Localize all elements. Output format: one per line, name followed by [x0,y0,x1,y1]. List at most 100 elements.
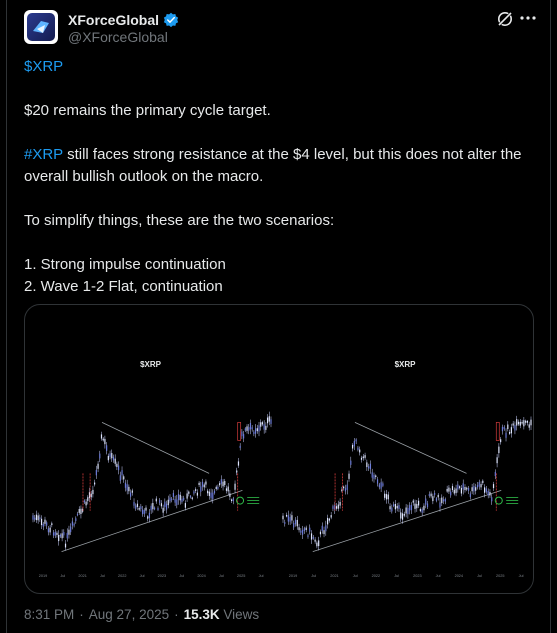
candle-body [327,517,329,525]
candle-body [357,447,359,450]
candle-body [503,426,505,430]
candle-body [145,507,147,511]
candle-body [97,463,99,469]
candle-body [403,514,405,516]
x-tick-label: 2021 [78,574,86,578]
display-name[interactable]: XForceGlobal [68,12,160,28]
candle-body [56,532,58,535]
candle-body [76,513,79,516]
candle-body [46,522,48,526]
line-text: overall bullish outlook on the macro. [24,168,264,185]
candle-body [231,499,233,501]
candle-body [310,533,313,540]
x-tick-label: Jul [436,574,441,578]
candle-body [220,479,222,484]
candle-body [421,509,423,513]
candle-body [159,499,161,504]
post-line [24,78,534,100]
candle-body [353,440,355,447]
candle-body [44,519,46,524]
candle-body [90,493,92,498]
candle-body [444,499,446,502]
candle-body [346,484,348,490]
post-frame [6,0,551,633]
post-meta: 8:31 PM · Aug 27, 2025 · 15.3K Views [24,607,259,622]
candle-body [171,498,173,501]
candle-body [500,439,502,443]
candle-body [174,499,176,503]
candle-body [147,516,149,519]
candle-body [243,434,245,439]
candle-body [102,438,104,441]
candle-body [85,501,87,506]
candle-body [164,501,166,508]
candle-body [32,515,34,520]
candle-body [298,527,300,531]
candle-body [177,494,180,501]
post-text: $XRP $20 remains the primary cycle targe… [24,56,534,298]
avatar[interactable] [24,10,58,44]
candle-body [325,525,327,532]
candle-body [517,421,520,425]
candle-body [200,486,202,492]
view-count[interactable]: 15.3K Views [184,607,260,622]
candle-body [460,487,463,494]
candle-body [210,492,212,498]
verified-badge-icon [163,12,179,28]
candle-body [236,470,238,473]
candle-body [270,419,272,424]
post-line [24,232,534,254]
candle-body [128,486,130,492]
candle-body [80,508,82,514]
post-line: overall bullish outlook on the macro. [24,166,534,188]
candle-body [107,455,109,461]
candle-body [360,457,363,460]
post-time[interactable]: 8:31 PM [24,607,75,622]
candle-body [39,517,41,520]
cashtag-link[interactable]: $XRP [24,58,64,75]
candle-body [75,518,77,521]
candle-body [83,500,85,503]
candle-body [186,493,188,499]
candle-body [212,492,214,500]
candle-body [104,438,106,445]
candle-body [455,488,457,494]
candle-body [309,527,311,532]
x-tick-label: Jul [353,574,358,578]
x-tick-label: Jul [100,574,105,578]
candle-body [435,498,438,501]
candle-body [466,487,468,490]
candle-body [141,509,144,515]
candle-body [237,461,240,466]
candle-body [196,492,198,496]
x-tick-label: Jul [60,574,65,578]
post-line: 2. Wave 1-2 Flat, continuation [24,276,534,298]
chart-panel-left: $XRP 2019 Jul 2021 Jul 2022 Jul 2023 Jul 2024 Jul… [32,360,272,578]
chart-image: $XRP 2019 Jul 2021 Jul 2022 Jul 2023 Jul 2024 Jul… [32,360,532,578]
candle-body [416,503,418,509]
candle-body [222,481,224,487]
candle-body [473,485,475,492]
candle-body [232,498,234,502]
candle-body [179,494,181,501]
more-options-icon[interactable] [518,9,538,27]
candle-body [100,434,103,439]
candle-body [300,530,302,533]
candle-body [355,439,357,442]
chart-title: $XRP [395,360,417,369]
candle-body [376,479,379,484]
post-date[interactable]: Aug 27, 2025 [88,607,170,622]
x-tick-label: 2022 [372,574,380,578]
candle-body [462,483,464,490]
candle-body [321,525,323,532]
post-image[interactable]: $XRP 2019 Jul 2021 Jul 2022 Jul 2023 Jul 2024 Jul… [24,304,534,594]
candle-body [375,475,377,478]
candle-body [244,428,246,431]
candle-body [68,529,70,535]
grok-icon[interactable] [496,10,514,28]
candle-body [396,505,398,509]
candle-body [318,540,320,547]
hashtag-link[interactable]: #XRP [24,146,63,163]
handle[interactable]: @XForceGlobal [68,29,168,45]
candle-body [61,533,63,539]
